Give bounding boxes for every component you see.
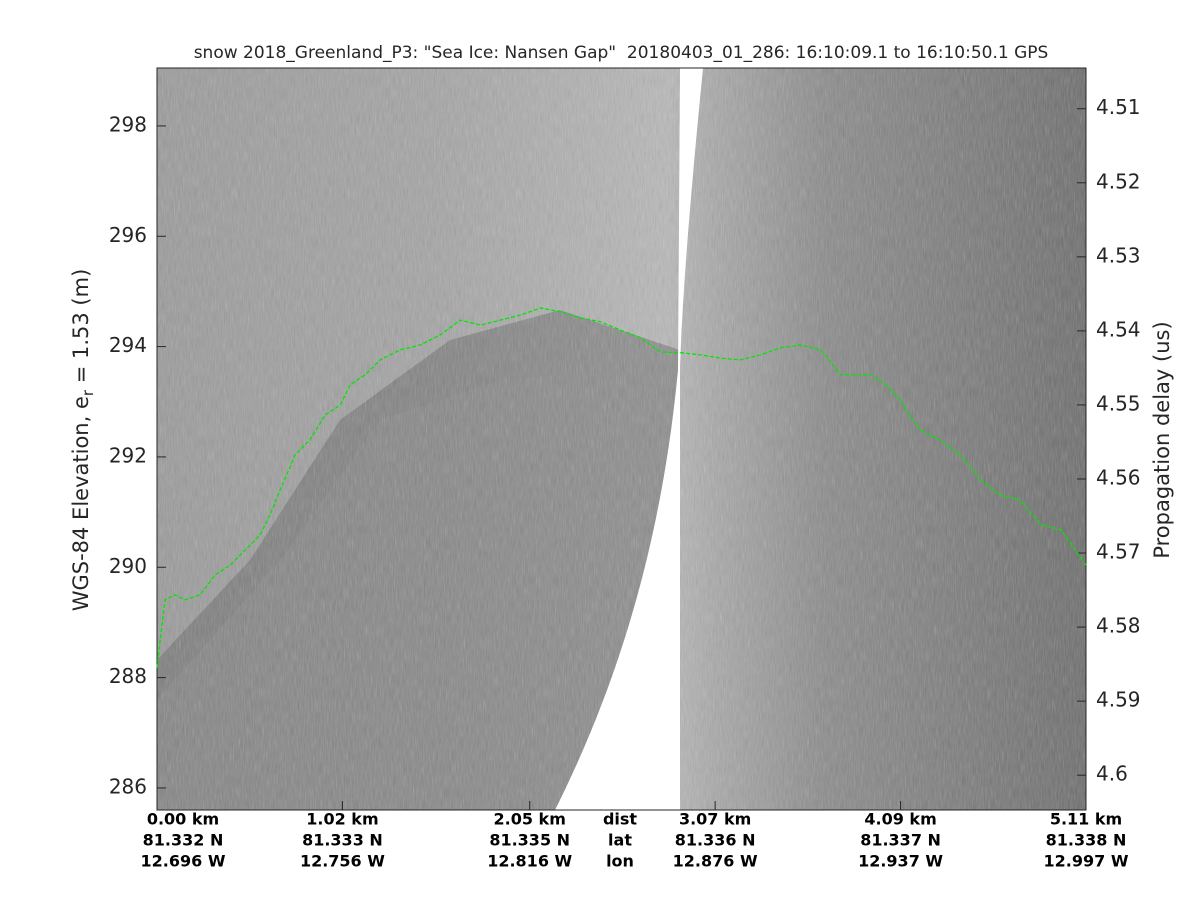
- y-tick-label: 290: [109, 554, 147, 578]
- y-axis-label-text: WGS-84 Elevation, e: [69, 396, 93, 611]
- y2-tick-label: 4.57: [1096, 540, 1141, 564]
- y-tick-label: 286: [109, 774, 147, 798]
- lon-label: 12.997 W: [1044, 852, 1129, 871]
- y2-tick-label: 4.6: [1096, 762, 1128, 786]
- y-tick-label: 288: [109, 664, 147, 688]
- y-tick-label: 292: [109, 443, 147, 467]
- x-row-label: dist: [603, 810, 637, 829]
- x-row-label: lat: [608, 831, 632, 850]
- lon-label: 12.696 W: [141, 852, 226, 871]
- y2-tick-label: 4.54: [1096, 317, 1141, 341]
- y-axis-label-sub: r: [79, 389, 97, 396]
- y2-tick-label: 4.58: [1096, 614, 1141, 638]
- lat-label: 81.337 N: [860, 831, 941, 850]
- x-tick-label: 0.00 km: [147, 810, 219, 829]
- surface-line: [156, 307, 1087, 668]
- y-tick-label: 294: [109, 333, 147, 357]
- y2-tick-label: 4.53: [1096, 243, 1141, 267]
- lat-label: 81.336 N: [675, 831, 756, 850]
- lon-label: 12.816 W: [487, 852, 572, 871]
- y2-tick-label: 4.55: [1096, 391, 1141, 415]
- chart-title: snow 2018_Greenland_P3: "Sea Ice: Nansen…: [194, 43, 1049, 63]
- lon-label: 12.937 W: [858, 852, 943, 871]
- x-tick-label: 1.02 km: [306, 810, 378, 829]
- lat-label: 81.333 N: [302, 831, 383, 850]
- y-axis-label-suffix: = 1.53 (m): [69, 269, 93, 390]
- y2-tick-label: 4.56: [1096, 465, 1141, 489]
- echogram: [157, 68, 1086, 810]
- x-row-label: lon: [606, 852, 634, 871]
- lon-label: 12.756 W: [300, 852, 385, 871]
- lon-label: 12.876 W: [673, 852, 758, 871]
- x-tick-label: 2.05 km: [494, 810, 566, 829]
- lat-label: 81.335 N: [489, 831, 570, 850]
- lat-label: 81.332 N: [143, 831, 224, 850]
- x-tick-label: 4.09 km: [864, 810, 936, 829]
- plot-frame: [156, 67, 1087, 811]
- y-axis-label: WGS-84 Elevation, er = 1.53 (m): [69, 269, 97, 612]
- y2-tick-label: 4.52: [1096, 169, 1141, 193]
- x-tick-label: 3.07 km: [679, 810, 751, 829]
- x-tick-label: 5.11 km: [1050, 810, 1122, 829]
- y-tick-label: 296: [109, 223, 147, 247]
- y2-tick-label: 4.59: [1096, 688, 1141, 712]
- y2-axis-label: Propagation delay (us): [1150, 321, 1174, 558]
- lat-label: 81.338 N: [1046, 831, 1127, 850]
- y2-tick-label: 4.51: [1096, 95, 1141, 119]
- y-tick-label: 298: [109, 112, 147, 136]
